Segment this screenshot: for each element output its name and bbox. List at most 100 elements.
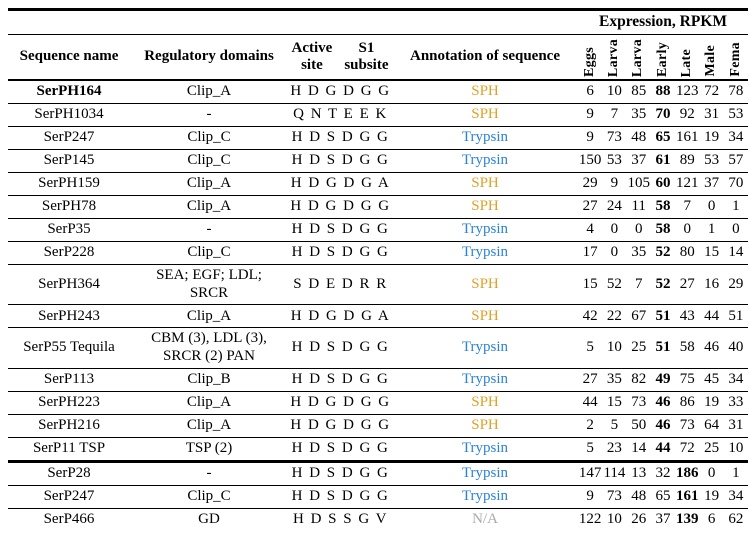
expression-value-early: 70 <box>655 106 671 123</box>
sequence-name-header: Sequence name <box>19 48 119 65</box>
active-site-sequence: H D S D G G <box>291 487 389 504</box>
table-row: SerPH243 Clip_A H D G D G A SPH 42 22 67… <box>8 305 748 329</box>
annotation-value: Trypsin <box>461 487 509 504</box>
expression-value-larva-1: 35 <box>606 370 622 387</box>
stage-header-female: Fema <box>724 35 748 79</box>
table-row: SerPH1034 - Q N T E E K SPH 9 7 35 70 92… <box>8 104 748 127</box>
stage-header-late: Late <box>675 35 699 79</box>
expression-value-late: 92 <box>679 106 695 123</box>
expression-value-larva-2: 13 <box>631 464 647 481</box>
expression-value-early: 52 <box>655 275 671 292</box>
expression-value-female: 51 <box>728 307 744 324</box>
table-body: SerPH164 Clip_A H D G D G G SPH 6 10 85 … <box>8 81 748 531</box>
expression-value-larva-1: 0 <box>610 244 619 261</box>
stage-header-larva-1: Larva <box>602 35 626 79</box>
expression-value-late: 86 <box>679 393 695 410</box>
sequence-name: SerPH78 <box>41 198 97 215</box>
expression-value-larva-2: 0 <box>634 221 643 238</box>
sequence-name: SerP247 <box>43 487 95 504</box>
sequence-name: SerP55 Tequila <box>23 339 115 356</box>
expression-value-male: 16 <box>704 275 720 292</box>
expression-value-early: 37 <box>655 510 671 527</box>
expression-value-eggs: 9 <box>586 106 594 123</box>
expression-value-larva-1: 53 <box>606 152 622 169</box>
expression-value-late: 121 <box>676 175 699 192</box>
expression-value-larva-2: 26 <box>631 510 647 527</box>
expression-value-male: 15 <box>704 244 720 261</box>
stage-label-larva-2: Larva <box>630 38 646 77</box>
sequence-name: SerP28 <box>47 464 91 481</box>
expression-value-eggs: 9 <box>586 487 594 504</box>
sequence-name: SerP228 <box>43 244 95 261</box>
expression-value-late: 58 <box>679 339 695 356</box>
expression-value-female: 31 <box>728 416 744 433</box>
expression-value-larva-2: 82 <box>631 370 647 387</box>
expression-value-female: 70 <box>728 175 744 192</box>
active-site-sequence: Q N T E E K <box>293 106 387 123</box>
expression-value-early: 61 <box>655 152 671 169</box>
expression-value-eggs: 29 <box>582 175 598 192</box>
expression-value-early: 58 <box>655 198 671 215</box>
s1-subsite-header: S1 subsite <box>344 39 389 73</box>
active-site-sequence: H D S D G G <box>291 244 389 261</box>
sequence-name: SerPH216 <box>38 416 100 433</box>
regulatory-domains-header: Regulatory domains <box>144 48 274 65</box>
expression-value-late: 80 <box>679 244 695 261</box>
annotation-value: SPH <box>471 198 499 215</box>
sequence-name: SerPH1034 <box>34 106 104 123</box>
table-row: SerPH164 Clip_A H D G D G G SPH 6 10 85 … <box>8 81 748 104</box>
expression-value-early: 44 <box>655 439 671 456</box>
expression-value-early: 65 <box>655 487 671 504</box>
regulatory-domains: Clip_C <box>187 129 231 146</box>
active-site-sequence: H D S S G V <box>293 510 387 527</box>
expression-value-eggs: 122 <box>578 510 602 527</box>
table-row: SerP228 Clip_C H D S D G G Trypsin 17 0 … <box>8 242 748 265</box>
expression-value-male: 19 <box>704 393 720 410</box>
expression-value-eggs: 4 <box>586 221 594 238</box>
expression-value-male: 72 <box>704 83 720 100</box>
annotation-value: Trypsin <box>461 221 509 238</box>
annotation-value: SPH <box>471 416 499 433</box>
expression-value-early: 60 <box>655 175 671 192</box>
sequence-name: SerP145 <box>43 152 95 169</box>
active-site-sequence: H D S D G G <box>291 464 389 481</box>
active-site-sequence: H D G D G G <box>290 83 390 100</box>
expression-value-early: 49 <box>655 370 671 387</box>
sequence-name: SerP11 TSP <box>32 439 106 456</box>
expression-value-male: 53 <box>704 152 720 169</box>
expression-value-larva-1: 114 <box>603 464 626 481</box>
annotation-value: SPH <box>471 175 499 192</box>
expression-value-male: 31 <box>704 106 720 123</box>
expression-value-male: 37 <box>704 175 720 192</box>
expression-value-late: 186 <box>676 464 699 481</box>
stage-header-larva-2: Larva <box>627 35 651 79</box>
expression-value-larva-1: 10 <box>606 510 622 527</box>
expression-value-larva-2: 48 <box>631 487 647 504</box>
expression-value-eggs: 27 <box>582 198 598 215</box>
active-site-sequence: H D S D G G <box>291 439 389 456</box>
regulatory-domains: SEA; EGF; LDL; SRCR <box>156 267 262 301</box>
active-site-sequence: H D G D G G <box>290 393 390 410</box>
regulatory-domains: Clip_A <box>186 175 232 192</box>
expression-value-female: 1 <box>732 198 740 215</box>
annotation-value: SPH <box>471 83 499 100</box>
expression-value-late: 43 <box>679 307 695 324</box>
expression-value-male: 25 <box>704 439 720 456</box>
stage-header-eggs: Eggs <box>578 35 602 79</box>
expression-value-late: 73 <box>679 416 695 433</box>
annotation-value: SPH <box>471 307 499 324</box>
expression-value-larva-1: 5 <box>610 416 619 433</box>
annotation-value: Trypsin <box>461 464 509 481</box>
expression-value-male: 19 <box>704 487 720 504</box>
expression-value-female: 34 <box>728 370 744 387</box>
sequence-name: SerP466 <box>43 510 95 527</box>
stage-header-early: Early <box>651 35 675 79</box>
stage-label-male: Male <box>703 45 719 77</box>
regulatory-domains: - <box>206 221 212 238</box>
regulatory-domains: TSP (2) <box>185 439 233 456</box>
expression-value-early: 88 <box>655 83 671 100</box>
expression-value-late: 89 <box>679 152 695 169</box>
regulatory-domains: Clip_A <box>186 416 232 433</box>
active-site-sequence: H D G D G G <box>290 198 390 215</box>
